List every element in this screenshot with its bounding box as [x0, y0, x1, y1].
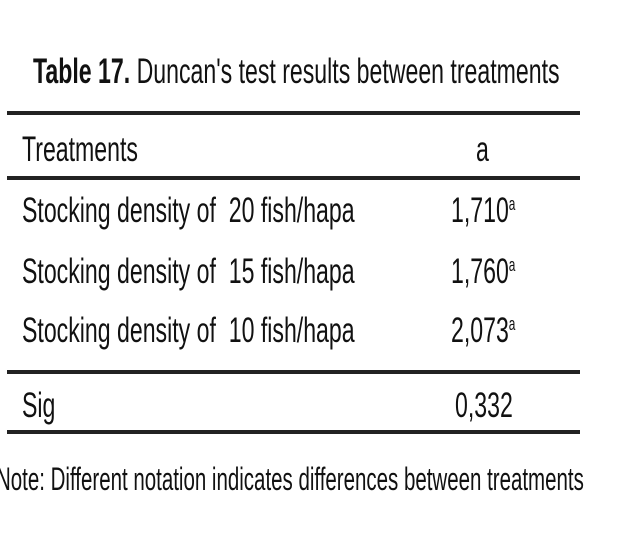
value-cell: 1,710a — [451, 193, 515, 228]
sig-label: Sig — [22, 386, 56, 425]
body-rule — [7, 370, 580, 374]
top-rule — [7, 111, 580, 115]
caption-text: Duncan's test results between treatments — [130, 52, 560, 91]
treatment-cell: Stocking density of 20 fish/hapa — [22, 191, 355, 230]
value-cell: 2,073a — [451, 313, 515, 348]
value: 1,710 — [451, 191, 509, 230]
table-note: Note: Different notation indicates diffe… — [0, 461, 584, 497]
treatment-cell: Stocking density of 10 fish/hapa — [22, 311, 355, 350]
notation: a — [508, 255, 516, 275]
treatment-cell: Stocking density of 15 fish/hapa — [22, 252, 355, 291]
value: 2,073 — [451, 311, 509, 350]
sig-value: 0,332 — [455, 386, 513, 425]
notation: a — [508, 194, 516, 214]
header-treatments: Treatments — [22, 130, 138, 169]
value: 1,760 — [451, 252, 509, 291]
header-rule — [7, 176, 580, 180]
notation: a — [508, 314, 516, 334]
table-caption: Table 17. Duncan's test results between … — [33, 54, 560, 89]
bottom-rule — [7, 430, 580, 434]
value-cell: 1,760a — [451, 254, 515, 289]
header-a: a — [476, 130, 489, 169]
table-number: Table 17. — [33, 52, 131, 91]
